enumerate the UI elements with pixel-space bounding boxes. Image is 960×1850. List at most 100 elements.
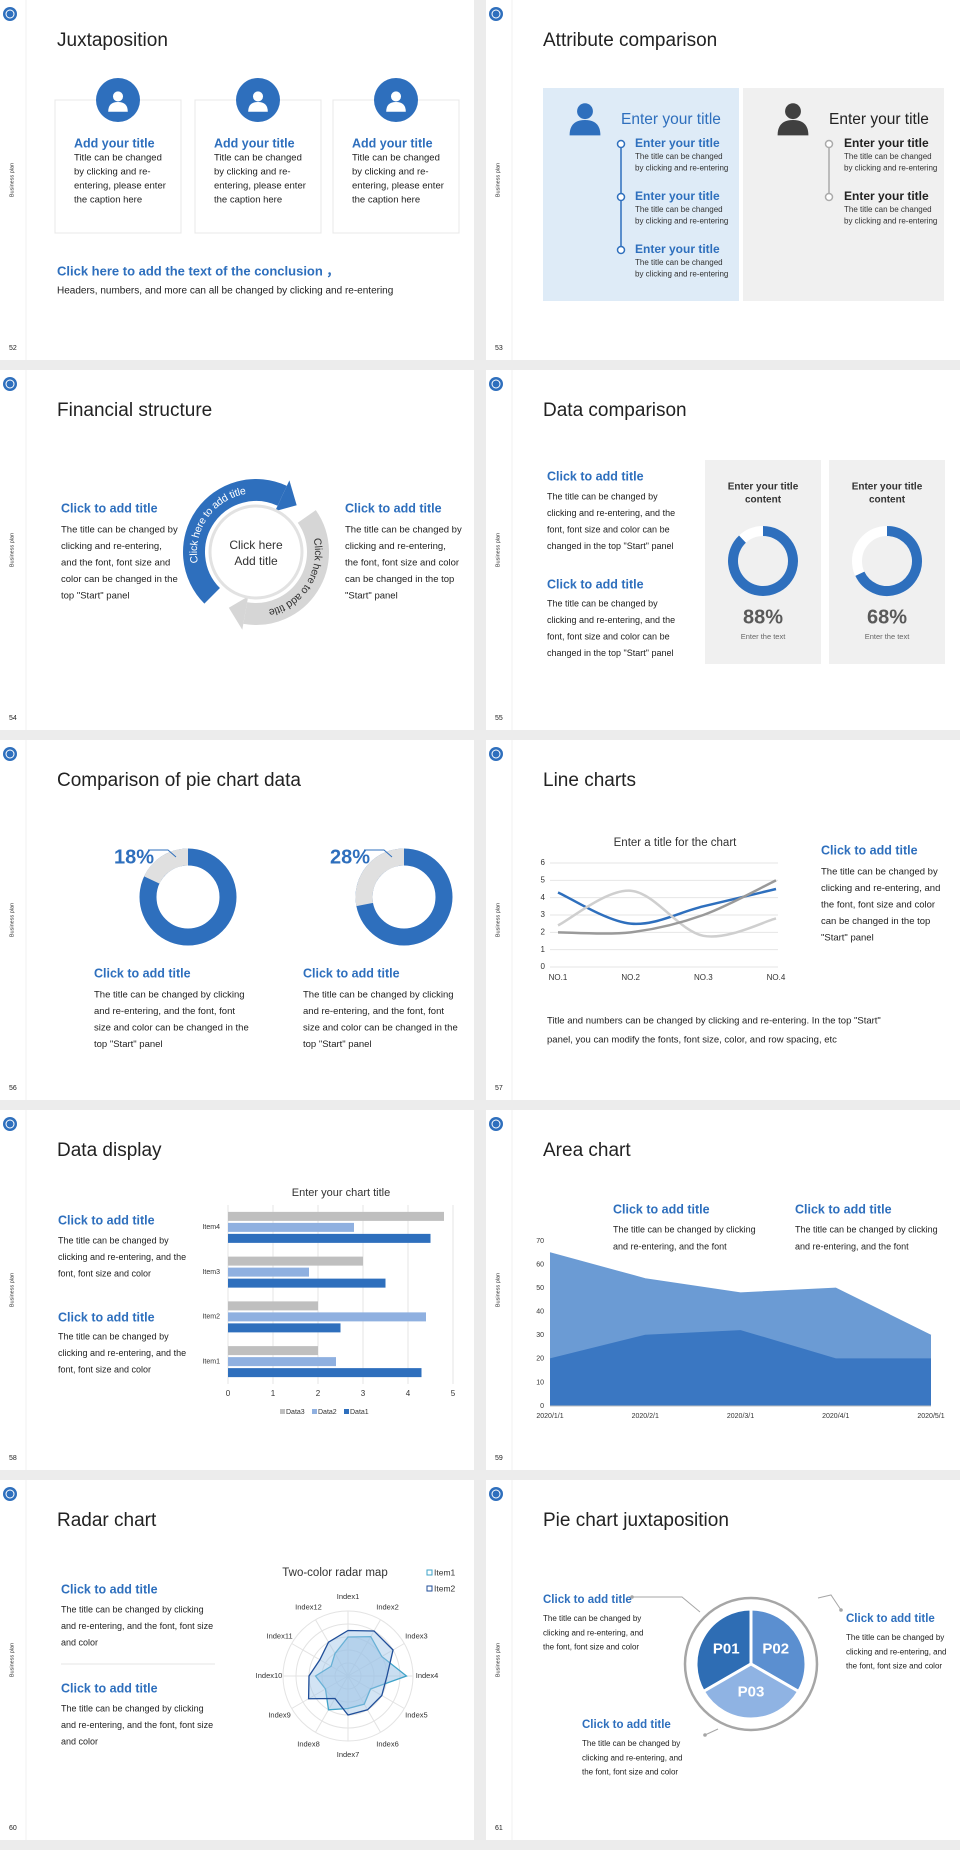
body-text: by clicking and re-entering [635,270,728,279]
note: Headers, numbers, and more can all be ch… [57,286,393,297]
body-text: the caption here [74,195,142,206]
y-tick-label: 4 [541,893,546,902]
body-text: Click here [229,538,283,552]
body-text: top "Start" panel [61,591,130,602]
body-text: panel, you can modify the fonts, font si… [547,1035,837,1046]
x-tick-label: 5 [451,1389,456,1398]
leader-line [632,1596,701,1613]
y-tick-label: 60 [536,1261,544,1268]
icon-head [112,91,124,102]
page-number: 58 [9,1455,17,1462]
body-text: size and color can be changed in the [303,1023,458,1034]
donut-arc [855,526,922,596]
body-text: font, font size and color can be [547,525,670,535]
bar [228,1267,309,1277]
slide: Business plan 53 Attribute comparison Enter… [486,0,960,360]
logo-ring [491,379,501,389]
value-label: 18% [114,846,154,868]
body-text: by clicking and re-entering [635,217,728,226]
x-tick-label: NO.4 [767,973,786,982]
logo [489,1487,503,1501]
block-title: Click to add title [61,501,158,515]
y-tick-label: 20 [536,1356,544,1363]
body-text: clicking and re-entering, and [846,1647,947,1656]
y-tick-label: 30 [536,1332,544,1339]
body-text: Enter your title [852,482,923,493]
page-number: 54 [9,715,17,722]
legend-label: Item1 [434,1567,456,1577]
logo-ring [491,9,501,19]
icon-body [386,102,406,112]
body-text: The title can be changed by [547,598,658,608]
logo-ring [5,1489,15,1499]
slide-title: Area chart [543,1140,631,1161]
slide: Business plan 61 Pie chart juxtaposition P0… [486,1480,960,1840]
value-label: 68% [867,606,907,628]
side-label: Business plan [495,1643,501,1677]
body-text: Enter your title [728,482,799,493]
slide-background [0,1480,474,1840]
body-text: Title can be changed [74,153,162,164]
side-label: Business plan [495,533,501,567]
side-label: Business plan [9,163,15,197]
x-tick-label: 2 [316,1389,321,1398]
body-text: Title and numbers can be changed by clic… [547,1016,881,1027]
caption: Enter the text [865,632,911,641]
slide-title: Line charts [543,770,636,791]
body-text: can be changed in the top [821,916,930,927]
chart-title: Enter your chart title [292,1187,390,1199]
block-title: Enter your title [844,136,929,150]
body-text: content [745,495,782,506]
x-tick-label: 2020/1/1 [536,1413,563,1420]
body-text: The title can be changed by [821,867,938,878]
block-title: Click to add title [613,1202,710,1216]
axis-label: Index4 [416,1671,439,1680]
x-tick-label: 0 [226,1389,231,1398]
body-text: the font, font size and color [821,900,935,911]
body-text: clicking and re-entering, and [543,1628,644,1637]
y-tick-label: Item4 [202,1224,220,1231]
legend-label: Item2 [434,1583,456,1593]
panel-heading: Enter your title [829,111,929,128]
body-text: and the font, font size and [61,558,170,569]
slide-title: Data display [57,1140,162,1161]
logo-ring [491,1119,501,1129]
block-title: Click to add title [543,1594,632,1606]
body-text: the caption here [214,195,282,206]
bar [228,1312,426,1322]
page-number: 57 [495,1085,503,1092]
y-tick-label: Item1 [202,1358,220,1365]
donut-arc [355,848,405,907]
y-tick-label: 1 [541,945,546,954]
x-tick-label: 4 [406,1389,411,1398]
slide: Business plan 54 Financial structure Click … [0,370,474,730]
icon-body [108,102,128,112]
page-number: 52 [9,345,17,352]
body-text: and re-entering, and the font [795,1241,909,1251]
line-series [557,879,777,935]
body-text: The title can be changed by clicking [61,1703,204,1713]
legend-swatch [426,1569,433,1576]
leader-line [817,1594,842,1611]
axis-label: Index5 [405,1710,428,1719]
segment-label: P02 [762,1641,789,1658]
body-text: The title can be changed by [345,525,462,536]
body-text: clicking and re-entering, and [582,1753,683,1762]
logo [489,377,503,391]
body-text: The title can be changed by [58,1235,169,1245]
slide: Business plan 58 Data display Click to add … [0,1110,474,1470]
axis-label: Index10 [256,1671,283,1680]
body-text: by clicking and re-entering [844,164,937,173]
leader-line [148,849,177,858]
body-text: content [869,495,906,506]
body-text: clicking and re-entering, and the [547,508,675,518]
logo-ring [491,1489,501,1499]
cycle-arc [183,479,287,604]
slide-title: Comparison of pie chart data [57,770,301,791]
body-text: the caption here [352,195,420,206]
segment-label: P01 [713,1641,740,1658]
body-text: The title can be changed [844,205,932,214]
body-text: The title can be changed by [846,1633,944,1642]
page-number: 56 [9,1085,17,1092]
